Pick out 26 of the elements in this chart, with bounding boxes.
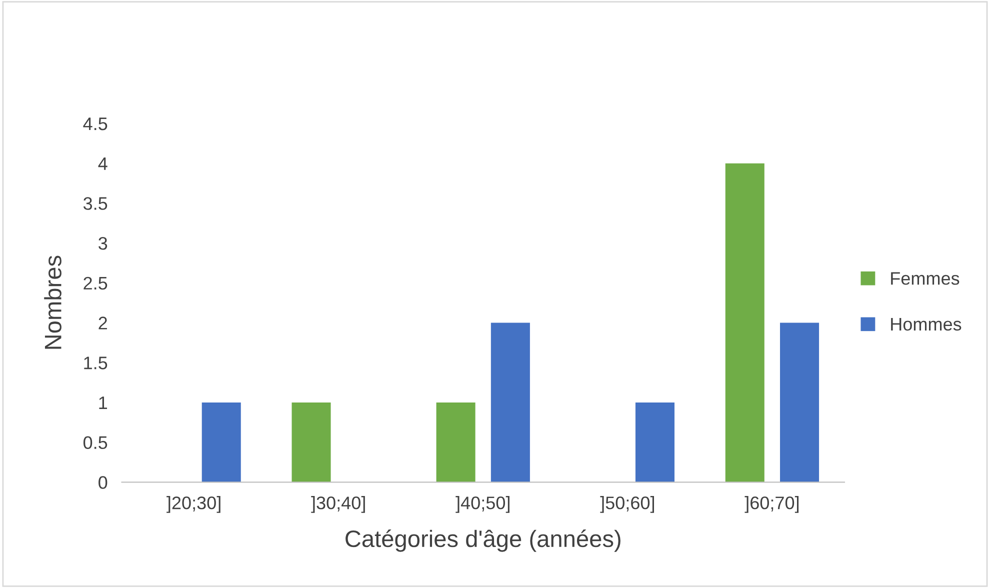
bar	[635, 402, 674, 482]
y-tick-label: 2	[98, 316, 107, 330]
legend-label: Femmes	[891, 272, 960, 285]
x-tick-label: ]60;70]	[744, 496, 799, 513]
y-tick-label: 1.5	[84, 356, 108, 370]
y-tick-label: 0.5	[83, 436, 108, 450]
y-tick-label: 4.5	[83, 118, 108, 130]
bar	[436, 402, 476, 482]
x-tick-label: ]20;30]	[166, 496, 220, 513]
legend-label: Hommes	[891, 318, 962, 331]
x-tick-label: ]40;50]	[456, 496, 510, 513]
bar	[780, 322, 820, 482]
y-tick-label: 4	[98, 157, 108, 170]
y-tick-label: 3.5	[83, 197, 108, 210]
bar	[292, 402, 331, 482]
x-axis-title: Catégories d'âge (années)	[346, 530, 620, 552]
y-tick-label: 3	[98, 236, 108, 250]
y-tick-label: 0	[98, 476, 108, 489]
bar	[725, 163, 764, 482]
x-tick-label: ]30;40]	[311, 496, 365, 513]
x-tick-label: ]50;60]	[600, 496, 654, 513]
y-tick-label: 2.5	[84, 276, 108, 290]
y-tick-label: 1	[99, 396, 107, 409]
y-axis-title: Nombres	[44, 256, 62, 349]
bar	[202, 402, 241, 482]
bar	[490, 322, 530, 482]
